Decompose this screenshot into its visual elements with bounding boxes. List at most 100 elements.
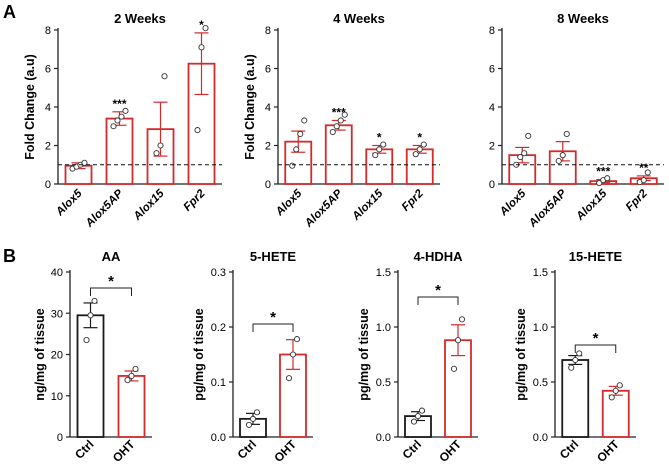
y-tick-label: 40: [51, 267, 63, 279]
bar: [561, 359, 590, 438]
data-point: [454, 337, 462, 344]
significance-label: *: [108, 273, 114, 290]
chart-4-weeks: 4 Weeks Fold Change (a.u) 0 2 4 6 8 Alox5 *** Alo…: [243, 11, 440, 230]
x-tick-label: Alox15: [131, 187, 167, 223]
panel-a-letter: A: [3, 2, 16, 22]
data-point: [337, 117, 344, 124]
data-point: [576, 350, 583, 357]
data-point: [376, 146, 383, 153]
y-tick-label: 0.3: [211, 267, 226, 279]
chart-4-hdha: 4-HDHA pg/mg of tissue 0.0 0.5 1.0 1.5 Ctrl OHT…: [357, 249, 478, 465]
data-point: [341, 111, 348, 118]
y-tick-label: 1.0: [376, 322, 391, 334]
data-point: [596, 179, 603, 187]
y-tick-label: 8: [489, 25, 495, 37]
panel-b-letter: B: [3, 246, 16, 266]
y-tick-label: 6: [265, 64, 271, 76]
significance-label: ***: [112, 97, 126, 111]
data-point: [418, 407, 426, 414]
data-point: [198, 44, 205, 51]
x-tick-label: Ctrl: [235, 437, 260, 462]
y-tick-label: 0.2: [211, 322, 226, 334]
data-point: [153, 150, 160, 157]
y-tick-label: 6: [489, 64, 495, 76]
data-point: [122, 107, 129, 114]
chart-5-hete: 5-HETE pg/mg of tissue 0.0 0.1 0.2 0.3 Ctrl OHT…: [192, 249, 313, 465]
data-point: [132, 365, 139, 372]
data-point: [525, 132, 532, 139]
data-point: [110, 123, 117, 130]
bar: [405, 148, 434, 185]
data-point: [420, 141, 427, 148]
significance-bracket: [252, 323, 294, 332]
x-tick-label: Fpr2: [400, 187, 427, 214]
y-tick-label: 0.1: [211, 377, 226, 389]
data-point: [91, 297, 98, 304]
y-tick-label: 30: [51, 308, 63, 320]
data-point: [521, 150, 528, 157]
x-tick-label: Fpr2: [182, 187, 209, 214]
bar: [105, 117, 134, 185]
y-tick-label: 8: [45, 25, 51, 37]
data-point: [604, 175, 611, 182]
x-tick-label: OHT: [110, 437, 138, 465]
data-point: [412, 151, 419, 158]
y-tick-label: 2: [489, 141, 495, 153]
data-point: [285, 375, 293, 382]
y-tick-label: 1.5: [533, 267, 548, 279]
y-tick-label: 4: [489, 102, 495, 114]
bar: [76, 314, 105, 438]
data-point: [293, 146, 300, 153]
data-point: [81, 159, 88, 166]
data-point: [124, 377, 131, 384]
data-point: [555, 157, 562, 164]
data-point: [329, 128, 336, 136]
y-tick-label: 1.5: [376, 267, 391, 279]
y-tick-label: 0: [57, 432, 63, 444]
x-tick-label: Alox15: [574, 187, 610, 223]
data-point: [289, 351, 297, 358]
data-point: [414, 413, 422, 420]
chart-title: 5-HETE: [250, 249, 297, 264]
bar: [365, 148, 394, 185]
data-point: [128, 372, 135, 380]
data-point: [517, 153, 524, 161]
x-tick-label: OHT: [436, 437, 464, 465]
data-point: [612, 387, 619, 394]
data-point: [644, 169, 651, 176]
y-tick-label: 6: [45, 64, 51, 76]
chart-title: 15-HETE: [569, 249, 623, 264]
data-point: [161, 73, 168, 80]
chart-title: AA: [102, 249, 121, 264]
data-point: [608, 394, 615, 401]
chart-title: 2 Weeks: [114, 11, 166, 26]
x-tick-label: Alox15: [350, 187, 386, 223]
y-tick-label: 20: [51, 350, 63, 362]
chart-title: 4-HDHA: [413, 249, 463, 264]
x-tick-label: Ctrl: [72, 437, 97, 462]
data-point: [372, 152, 379, 159]
y-tick-label: 0: [489, 179, 495, 191]
significance-label: ***: [332, 105, 346, 119]
y-tick-label: 4: [45, 102, 51, 114]
significance-label: *: [270, 309, 276, 326]
data-point: [245, 421, 253, 428]
x-tick-label: Alox5: [497, 187, 529, 219]
data-point: [410, 418, 418, 425]
chart-2-weeks: 2 Weeks Fold Change (a.u) 0 2 4 6 8 Alox5 *** Alo…: [23, 11, 222, 230]
y-tick-label: 0.5: [376, 377, 391, 389]
y-axis-label: Fold Change (a.u): [23, 54, 37, 160]
data-point: [450, 365, 458, 372]
y-axis-label: Fold Change (a.u): [243, 54, 257, 160]
y-tick-label: 2: [45, 141, 51, 153]
y-tick-label: 0.5: [533, 377, 548, 389]
data-point: [293, 336, 301, 343]
y-tick-label: 10: [51, 391, 63, 403]
x-tick-label: Alox5: [273, 187, 305, 219]
data-point: [83, 337, 90, 344]
x-tick-label: OHT: [271, 437, 299, 465]
significance-label: **: [639, 161, 649, 175]
data-point: [297, 130, 304, 137]
y-axis-label: pg/mg of tissue: [192, 308, 206, 400]
data-point: [559, 152, 566, 159]
